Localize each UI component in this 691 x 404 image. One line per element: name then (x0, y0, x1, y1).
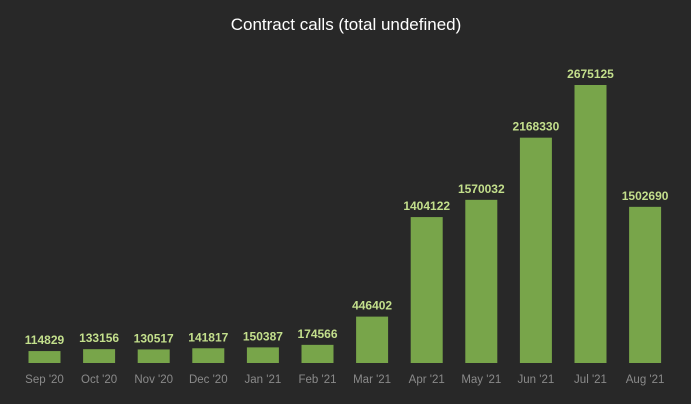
bar-value-label-0: 114829 (25, 333, 65, 347)
bar-6 (356, 316, 389, 363)
chart-title: Contract calls (total undefined) (231, 15, 462, 34)
bar-7 (410, 217, 443, 363)
x-tick-label-5: Feb '21 (299, 374, 337, 386)
bar-value-label-10: 2675125 (567, 67, 614, 81)
bar-0 (28, 351, 61, 363)
bar-8 (465, 199, 498, 363)
bar-2 (137, 349, 170, 363)
bar-9 (519, 137, 552, 363)
bar-value-label-6: 446402 (352, 299, 392, 313)
bar-3 (192, 348, 225, 363)
x-tick-label-2: Nov '20 (134, 374, 173, 386)
x-tick-label-6: Mar '21 (353, 374, 391, 386)
value-labels-group: 114829 133156 130517 141817 150387 174566 4464… (25, 67, 669, 347)
x-tick-label-8: May '21 (461, 374, 501, 386)
bar-value-label-4: 150387 (243, 329, 283, 343)
x-tick-label-9: Jun '21 (518, 374, 555, 386)
x-tick-label-0: Sep '20 (25, 374, 64, 386)
bar-10 (574, 85, 607, 363)
bar-value-label-7: 1404122 (403, 199, 450, 213)
bar-value-label-9: 2168330 (513, 120, 560, 134)
x-tick-label-11: Aug '21 (626, 374, 665, 386)
bar-value-label-8: 1570032 (458, 182, 505, 196)
bars-group (28, 85, 662, 363)
x-tick-label-7: Apr '21 (409, 374, 445, 386)
bar-value-label-2: 130517 (134, 331, 174, 345)
bar-5 (301, 344, 334, 363)
x-tick-label-1: Oct '20 (81, 374, 117, 386)
x-tick-label-4: Jan '21 (245, 374, 282, 386)
x-tick-label-3: Dec '20 (189, 374, 228, 386)
bar-11 (629, 206, 662, 363)
bar-1 (83, 349, 116, 363)
bar-value-label-11: 1502690 (622, 189, 669, 203)
x-tick-label-10: Jul '21 (574, 374, 607, 386)
bar-4 (246, 347, 279, 363)
bar-value-label-5: 174566 (297, 327, 337, 341)
bar-value-label-3: 141817 (188, 330, 228, 344)
x-axis-ticks: Sep '20 Oct '20 Nov '20 Dec '20 Jan '21 Feb '… (25, 374, 664, 386)
bar-value-label-1: 133156 (79, 331, 119, 345)
